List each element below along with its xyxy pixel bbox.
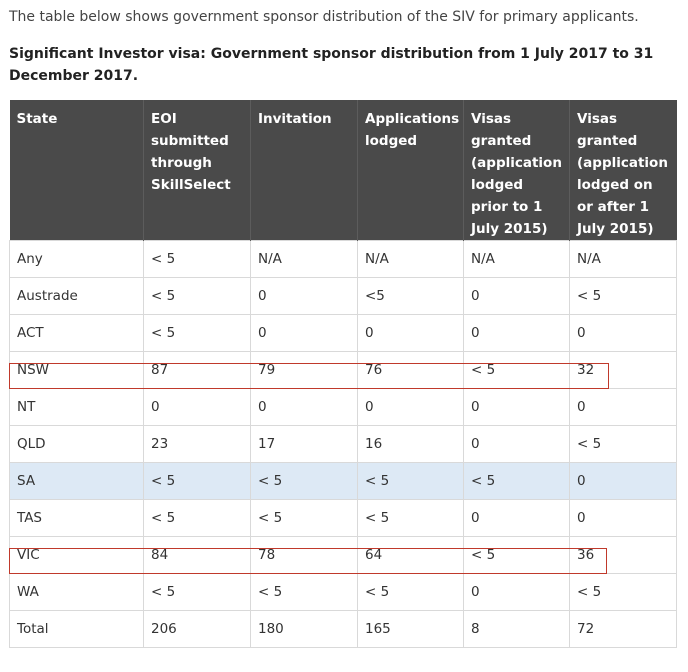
cell-visas-prior: 0 <box>463 388 570 426</box>
intro-text: The table below shows government sponsor… <box>9 9 639 25</box>
cell-invitation: 17 <box>250 425 358 463</box>
table-row: QLD 23 17 16 0 < 5 <box>9 425 677 463</box>
cell-visas-after: 0 <box>569 388 677 426</box>
cell-applications: N/A <box>357 240 464 278</box>
cell-applications: 16 <box>357 425 464 463</box>
cell-applications: <5 <box>357 277 464 315</box>
cell-visas-after: 36 <box>569 536 677 574</box>
cell-visas-prior: 0 <box>463 499 570 537</box>
cell-visas-after: < 5 <box>569 425 677 463</box>
header-eoi: EOI submitted through SkillSelect <box>143 100 251 241</box>
cell-applications: < 5 <box>357 462 464 500</box>
cell-eoi: 0 <box>143 388 251 426</box>
cell-eoi: < 5 <box>143 499 251 537</box>
cell-applications: 64 <box>357 536 464 574</box>
cell-state: TAS <box>9 499 144 537</box>
cell-visas-prior: 0 <box>463 277 570 315</box>
cell-visas-prior: < 5 <box>463 351 570 389</box>
cell-invitation: 0 <box>250 314 358 352</box>
cell-eoi: 84 <box>143 536 251 574</box>
cell-visas-after: 0 <box>569 499 677 537</box>
cell-state: NSW <box>9 351 144 389</box>
siv-distribution-table: State EOI submitted through SkillSelect … <box>9 100 677 648</box>
cell-state: WA <box>9 573 144 611</box>
cell-eoi: 23 <box>143 425 251 463</box>
cell-invitation: 0 <box>250 277 358 315</box>
cell-visas-prior: 0 <box>463 314 570 352</box>
table-row: WA < 5 < 5 < 5 0 < 5 <box>9 573 677 611</box>
cell-eoi: < 5 <box>143 240 251 278</box>
header-invitation: Invitation <box>250 100 358 241</box>
cell-visas-after: 32 <box>569 351 677 389</box>
cell-applications: 0 <box>357 388 464 426</box>
header-visas-after: Visas granted (application lodged on or … <box>569 100 677 241</box>
cell-invitation: 0 <box>250 388 358 426</box>
table-row: Austrade < 5 0 <5 0 < 5 <box>9 277 677 315</box>
table-row: Any < 5 N/A N/A N/A N/A <box>9 240 677 278</box>
cell-visas-prior: 0 <box>463 425 570 463</box>
table-row: NSW 87 79 76 < 5 32 <box>9 351 677 389</box>
cell-state: Total <box>9 610 144 648</box>
cell-visas-after: 72 <box>569 610 677 648</box>
cell-visas-prior: N/A <box>463 240 570 278</box>
table-row: NT 0 0 0 0 0 <box>9 388 677 426</box>
cell-visas-prior: 0 <box>463 573 570 611</box>
table-header-row: State EOI submitted through SkillSelect … <box>9 100 677 241</box>
cell-eoi: < 5 <box>143 314 251 352</box>
cell-visas-prior: < 5 <box>463 462 570 500</box>
cell-eoi: < 5 <box>143 277 251 315</box>
cell-state: Any <box>9 240 144 278</box>
cell-visas-prior: 8 <box>463 610 570 648</box>
cell-invitation: 79 <box>250 351 358 389</box>
cell-invitation: 78 <box>250 536 358 574</box>
cell-eoi: 206 <box>143 610 251 648</box>
cell-state: NT <box>9 388 144 426</box>
cell-eoi: < 5 <box>143 462 251 500</box>
cell-state: ACT <box>9 314 144 352</box>
cell-visas-after: 0 <box>569 462 677 500</box>
header-state: State <box>9 100 144 241</box>
header-applications: Applications lodged <box>357 100 464 241</box>
cell-visas-after: < 5 <box>569 277 677 315</box>
table-row-highlighted: SA < 5 < 5 < 5 < 5 0 <box>9 462 677 500</box>
cell-visas-after: N/A <box>569 240 677 278</box>
cell-state: Austrade <box>9 277 144 315</box>
cell-state: QLD <box>9 425 144 463</box>
table-row-total: Total 206 180 165 8 72 <box>9 610 677 648</box>
cell-state: SA <box>9 462 144 500</box>
header-visas-prior: Visas granted (application lodged prior … <box>463 100 570 241</box>
cell-visas-prior: < 5 <box>463 536 570 574</box>
cell-invitation: < 5 <box>250 499 358 537</box>
cell-applications: < 5 <box>357 573 464 611</box>
cell-invitation: < 5 <box>250 573 358 611</box>
cell-state: VIC <box>9 536 144 574</box>
cell-visas-after: < 5 <box>569 573 677 611</box>
cell-eoi: < 5 <box>143 573 251 611</box>
table-row: ACT < 5 0 0 0 0 <box>9 314 677 352</box>
cell-visas-after: 0 <box>569 314 677 352</box>
cell-eoi: 87 <box>143 351 251 389</box>
table-row: TAS < 5 < 5 < 5 0 0 <box>9 499 677 537</box>
cell-applications: 165 <box>357 610 464 648</box>
cell-invitation: 180 <box>250 610 358 648</box>
cell-applications: 0 <box>357 314 464 352</box>
cell-applications: < 5 <box>357 499 464 537</box>
table-caption: Significant Investor visa: Government sp… <box>9 46 654 84</box>
cell-invitation: N/A <box>250 240 358 278</box>
cell-invitation: < 5 <box>250 462 358 500</box>
cell-applications: 76 <box>357 351 464 389</box>
table-row: VIC 84 78 64 < 5 36 <box>9 536 677 574</box>
